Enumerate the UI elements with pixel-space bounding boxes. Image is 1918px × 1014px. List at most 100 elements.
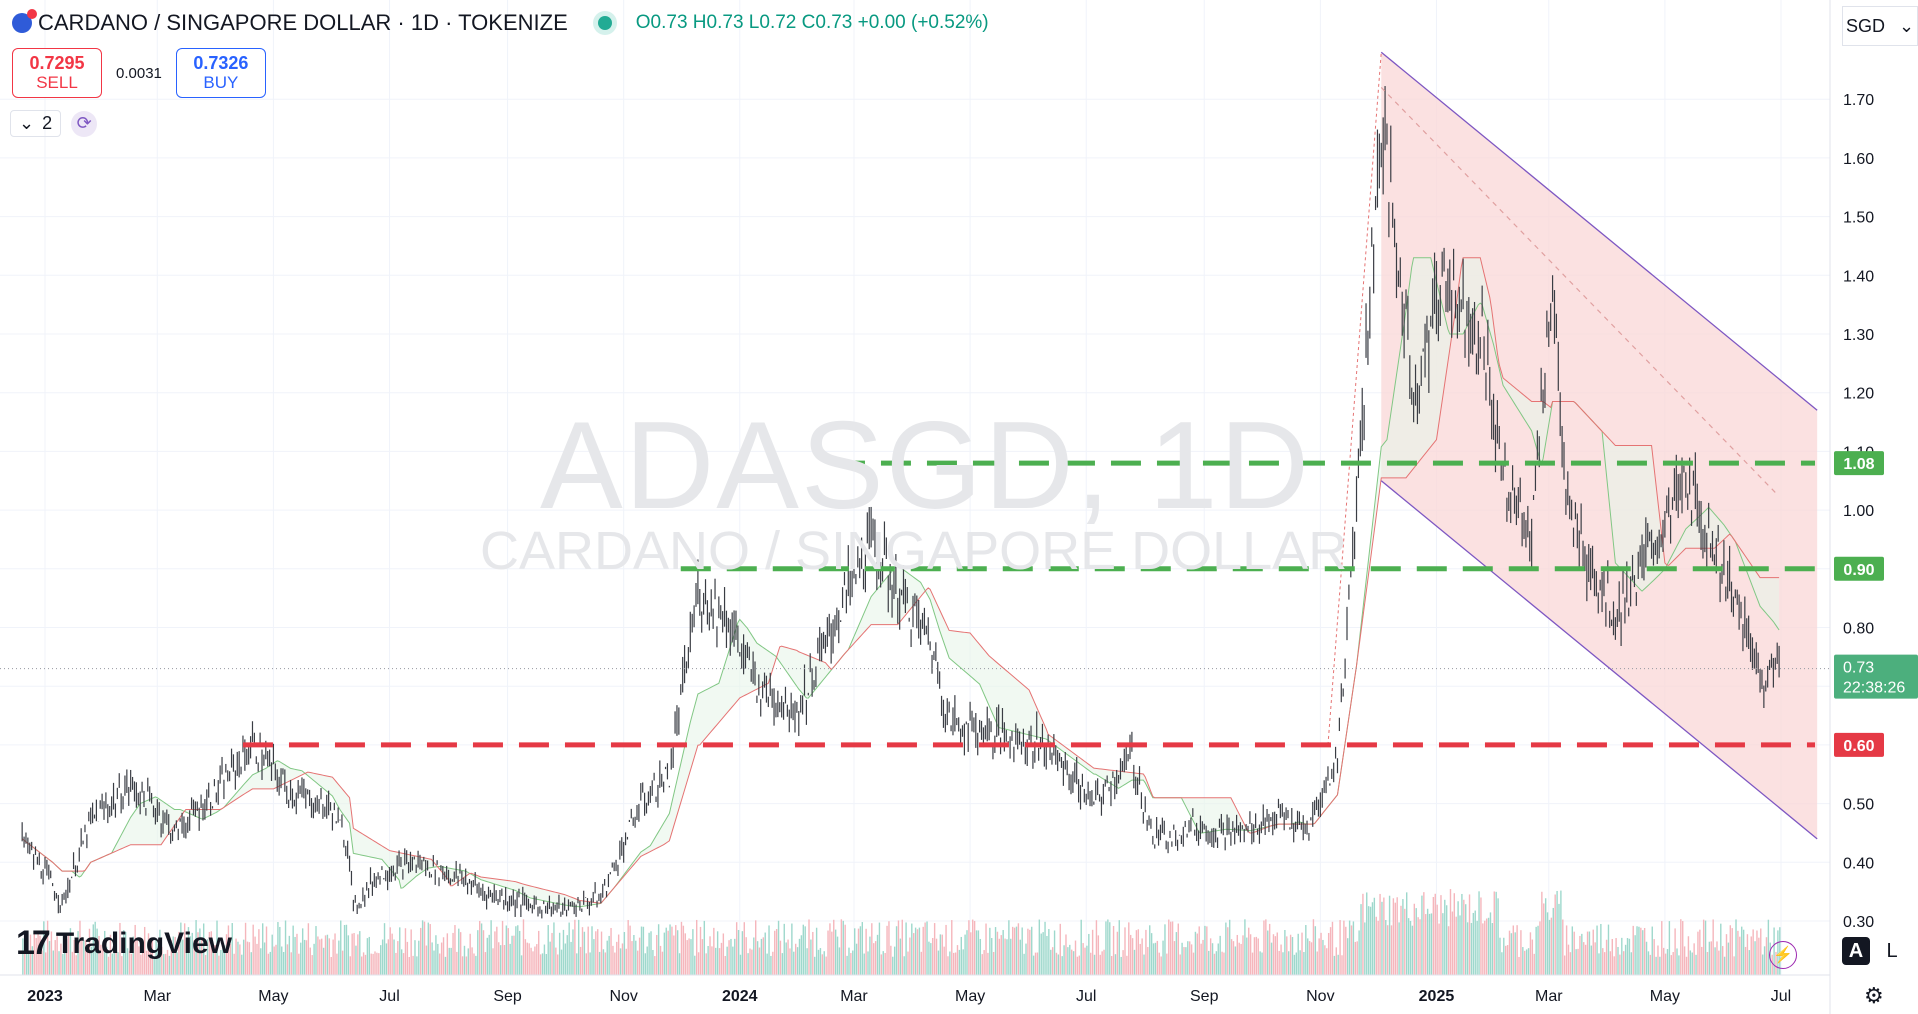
volume-bar — [56, 936, 58, 975]
volume-bar — [1581, 933, 1583, 975]
volume-bar — [852, 950, 854, 975]
volume-bar — [715, 947, 717, 975]
x-tick-label: Nov — [609, 988, 637, 1005]
volume-bar — [585, 953, 587, 975]
volume-bar — [722, 933, 725, 975]
volume-bar — [357, 934, 359, 975]
volume-bar — [1268, 923, 1271, 975]
volume-bar — [1474, 910, 1476, 975]
chart-header: CARDANO / SINGAPORE DOLLAR · 1D · TOKENI… — [12, 9, 989, 36]
volume-bar — [522, 919, 525, 975]
level-badge-label: 1.08 — [1843, 456, 1874, 473]
auto-scale-button[interactable]: A — [1842, 937, 1870, 965]
volume-bar — [1152, 943, 1155, 975]
volume-bar — [1544, 898, 1547, 975]
volume-bar — [1318, 938, 1320, 975]
volume-bar — [1529, 932, 1532, 975]
volume-bar — [1661, 921, 1663, 975]
volume-bar — [237, 941, 239, 975]
volume-bar — [1228, 919, 1231, 975]
volume-bar — [104, 930, 106, 975]
tradingview-logo[interactable]: 17 TradingView — [16, 924, 232, 963]
volume-bar — [1004, 938, 1006, 975]
volume-bar — [1733, 956, 1735, 975]
volume-bar — [1291, 937, 1294, 975]
lightning-icon[interactable]: ⚡ — [1769, 941, 1797, 969]
volume-bar — [1674, 928, 1676, 975]
y-tick-label: 1.60 — [1843, 151, 1874, 168]
volume-bar — [958, 949, 961, 975]
volume-bar — [1381, 901, 1383, 975]
volume-bar — [159, 929, 161, 975]
volume-bar — [1426, 908, 1429, 975]
sync-icon[interactable]: ⟳ — [71, 110, 98, 137]
volume-bar — [52, 950, 55, 975]
x-tick-label: May — [1650, 988, 1680, 1005]
volume-bar — [716, 931, 719, 975]
y-tick-label: 1.30 — [1843, 327, 1874, 344]
cardano-logo-icon — [12, 9, 37, 33]
currency-select[interactable]: SGD ⌄ — [1842, 6, 1918, 46]
volume-bar — [644, 953, 647, 975]
volume-bar — [1699, 929, 1701, 975]
volume-bar — [553, 922, 555, 975]
log-scale-button[interactable]: L — [1886, 939, 1898, 962]
volume-bar — [749, 948, 751, 975]
volume-bar — [576, 953, 578, 975]
symbol-title[interactable]: CARDANO / SINGAPORE DOLLAR · 1D · TOKENI… — [38, 10, 568, 35]
volume-bar — [972, 919, 974, 975]
volume-bar — [248, 942, 251, 975]
volume-bar — [838, 947, 841, 975]
volume-bar — [545, 954, 548, 975]
volume-bar — [96, 928, 98, 975]
volume-bar — [486, 937, 489, 975]
volume-bar — [1741, 926, 1743, 975]
y-tick-label: 0.40 — [1843, 855, 1874, 872]
volume-bar — [322, 947, 325, 975]
settings-gear-icon[interactable]: ⚙ — [1864, 983, 1884, 1008]
volume-bar — [298, 953, 300, 975]
x-tick-label: Mar — [1535, 988, 1563, 1005]
volume-bar — [260, 948, 262, 975]
buy-button[interactable]: 0.7326 BUY — [175, 48, 266, 98]
volume-bar — [1015, 926, 1018, 975]
volume-bar — [218, 955, 220, 975]
volume-bar — [1510, 933, 1513, 975]
volume-bar — [1187, 941, 1189, 975]
volume-bar — [941, 934, 943, 975]
volume-bar — [937, 950, 940, 975]
volume-bar — [1023, 953, 1025, 975]
volume-bar — [1128, 922, 1130, 975]
volume-bar — [484, 952, 487, 975]
market-status-icon[interactable] — [597, 16, 612, 30]
volume-bar — [991, 938, 993, 975]
volume-bar — [1179, 954, 1181, 975]
volume-bar — [1767, 919, 1770, 975]
volume-bar — [448, 947, 450, 975]
sell-button[interactable]: 0.7295 SELL — [12, 48, 102, 98]
indicators-toggle[interactable]: ⌄ 2 — [10, 110, 62, 137]
volume-bar — [1276, 932, 1278, 975]
volume-bar — [223, 945, 226, 975]
x-tick-label: Jul — [1076, 988, 1096, 1005]
volume-bar — [1598, 953, 1600, 975]
volume-bar — [699, 926, 702, 975]
volume-bar — [711, 946, 713, 975]
volume-bar — [532, 951, 534, 975]
volume-bar — [1076, 956, 1079, 975]
volume-bar — [229, 943, 232, 975]
volume-bar — [1596, 925, 1598, 975]
volume-bar — [1482, 923, 1484, 975]
volume-bar — [1227, 927, 1229, 975]
volume-bar — [880, 954, 883, 975]
brand-name: TradingView — [55, 926, 232, 960]
volume-bar — [1602, 948, 1604, 975]
volume-bar — [1626, 938, 1629, 975]
volume-bar — [968, 920, 970, 975]
volume-bar — [195, 920, 197, 975]
volume-bar — [623, 932, 626, 975]
volume-bar — [1556, 890, 1558, 975]
volume-bar — [397, 941, 399, 975]
volume-bar — [1072, 951, 1075, 975]
